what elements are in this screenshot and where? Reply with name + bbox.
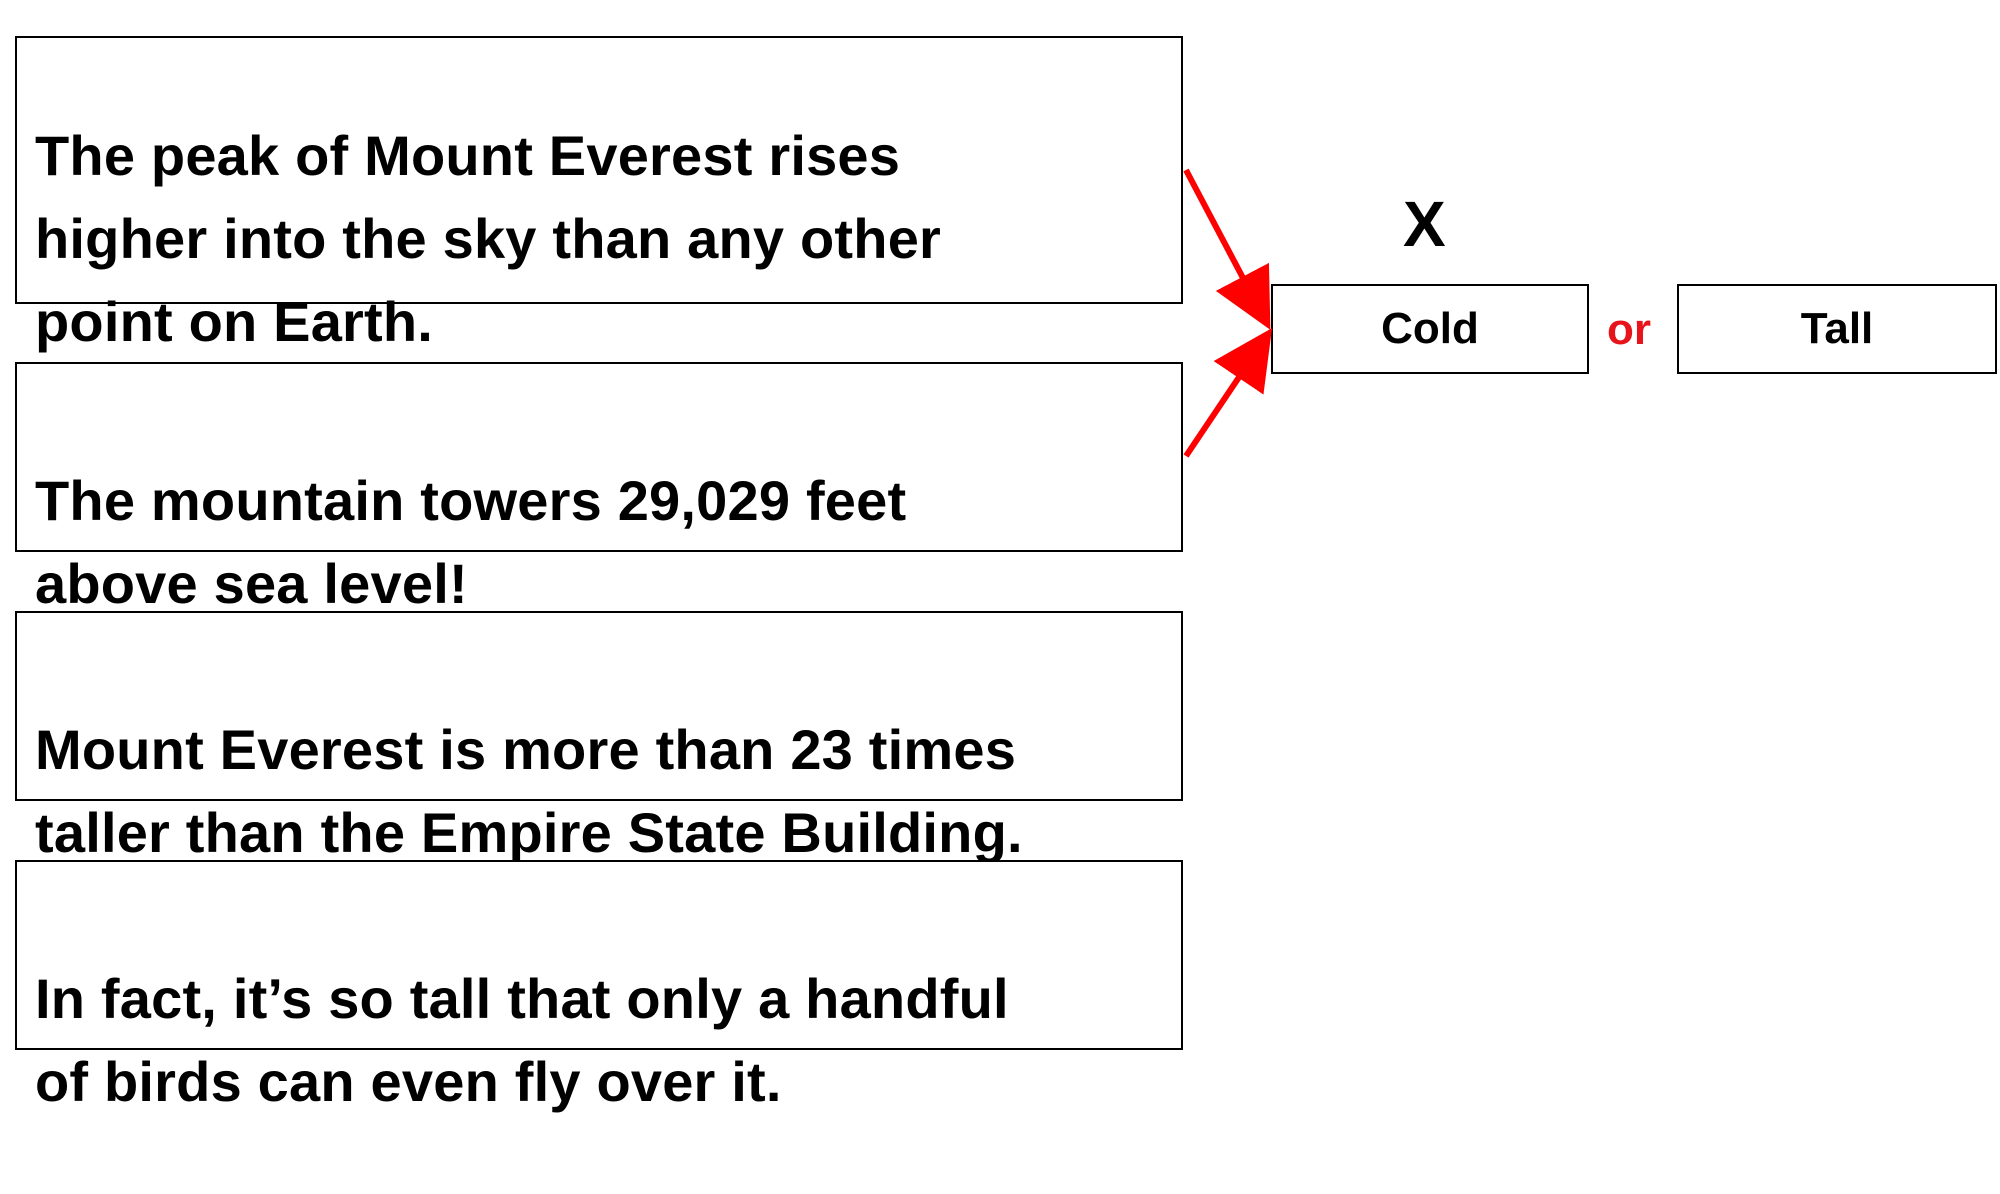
x-mark: X [1403,188,1446,260]
fact-box-1: The peak of Mount Everest rises higher i… [15,36,1183,353]
or-connector-label: or [1607,305,1651,354]
choice-tall-label: Tall [1800,304,1874,353]
arrow-from-fact-2 [1183,328,1273,458]
fact-text-2: The mountain towers 29,029 feet above se… [35,469,907,615]
fact-text-1: The peak of Mount Everest rises higher i… [35,124,942,353]
fact-text-3: Mount Everest is more than 23 times tall… [35,718,1023,864]
choice-cold-box[interactable]: Cold [1271,284,1589,374]
fact-box-3: Mount Everest is more than 23 times tall… [15,611,1183,864]
choice-cold-label: Cold [1381,304,1479,353]
fact-box-2: The mountain towers 29,029 feet above se… [15,362,1183,615]
arrow-from-fact-1 [1183,168,1271,330]
fact-box-4: In fact, it’s so tall that only a handfu… [15,860,1183,1113]
choice-tall-box[interactable]: Tall [1677,284,1997,374]
fact-text-4: In fact, it’s so tall that only a handfu… [35,967,1009,1113]
